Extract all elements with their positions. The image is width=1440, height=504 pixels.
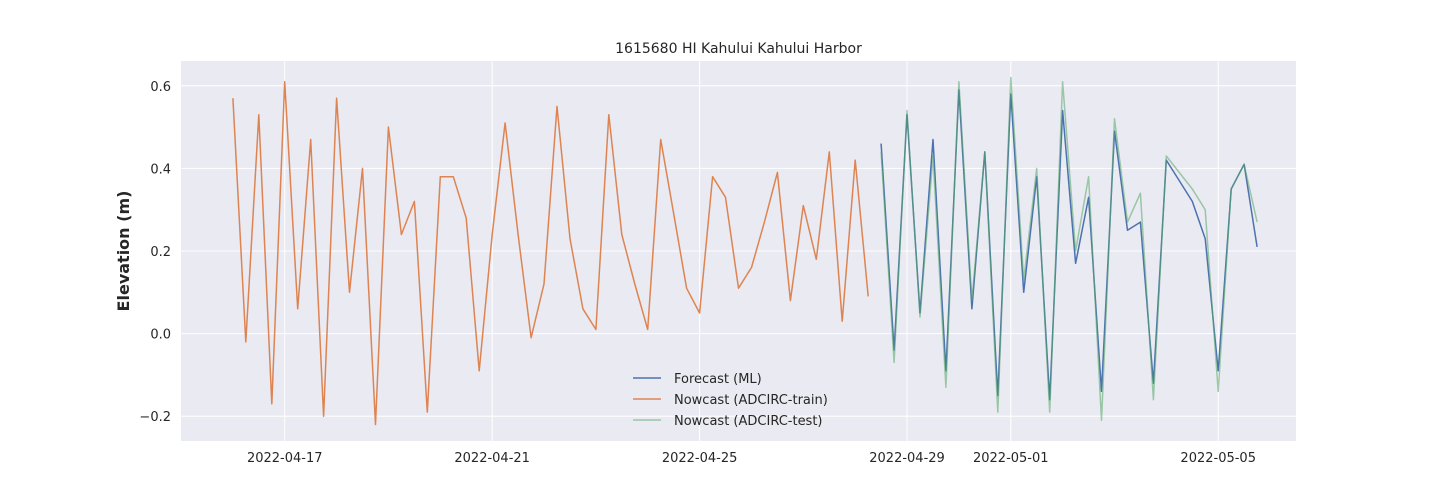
x-axis: 2022-04-17 2022-04-21 2022-04-25 2022-04-29… (247, 451, 1256, 466)
y-axis: −0.2 0.0 0.2 0.4 0.6 (139, 80, 171, 425)
legend-label: Nowcast (ADCIRC-train) (674, 393, 828, 408)
series-line-forecast-ml (880, 89, 1258, 401)
legend-label: Forecast (ML) (674, 372, 762, 387)
legend-label: Nowcast (ADCIRC-test) (674, 414, 823, 429)
y-tick-label: −0.2 (139, 410, 171, 425)
y-tick-label: 0.0 (150, 328, 171, 343)
x-tick-label: 2022-05-01 (973, 451, 1049, 466)
y-axis-label: Elevation (m) (114, 191, 133, 312)
x-tick-label: 2022-05-05 (1180, 451, 1256, 466)
legend: Forecast (ML) Nowcast (ADCIRC-train) Nowca… (633, 372, 828, 429)
series-line-nowcast-adcirc-test (880, 76, 1258, 422)
series-layer (232, 76, 1258, 426)
y-tick-label: 0.6 (150, 80, 171, 95)
series-line-nowcast-adcirc-train (232, 80, 869, 426)
chart-title: 1615680 HI Kahului Kahului Harbor (615, 41, 862, 57)
y-tick-label: 0.4 (150, 162, 171, 177)
x-tick-label: 2022-04-25 (662, 451, 738, 466)
y-tick-label: 0.2 (150, 245, 171, 260)
x-tick-label: 2022-04-17 (247, 451, 323, 466)
x-tick-label: 2022-04-29 (869, 451, 945, 466)
x-tick-label: 2022-04-21 (454, 451, 530, 466)
